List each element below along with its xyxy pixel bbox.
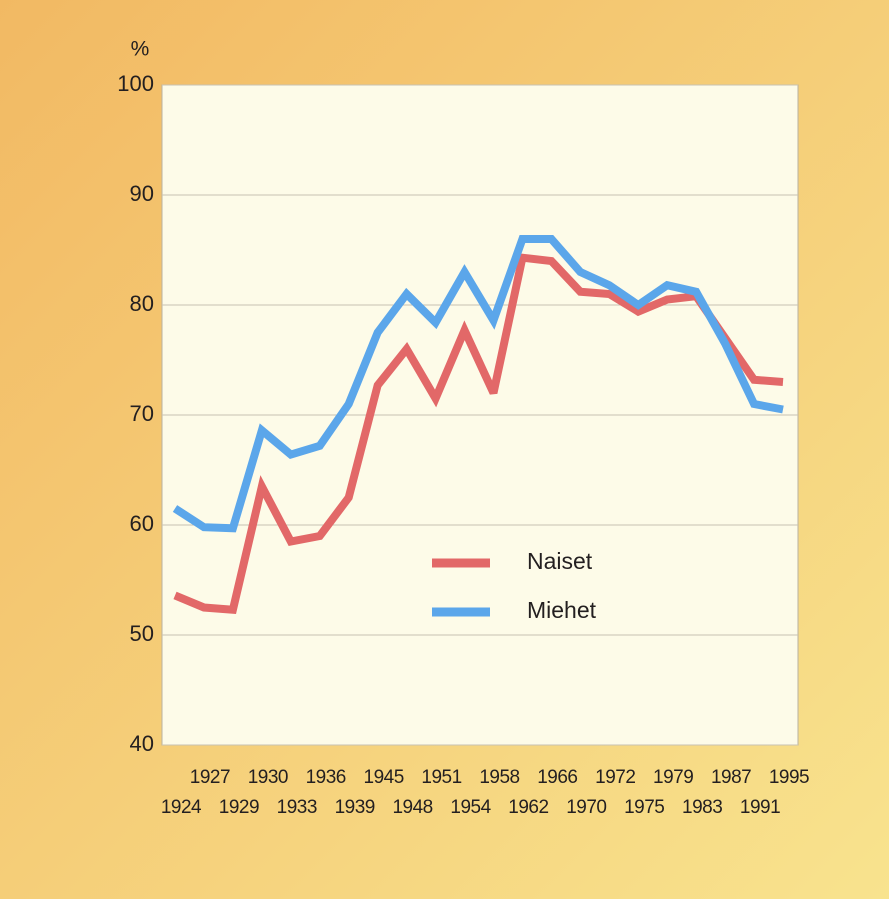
- x-tick-label: 1983: [682, 797, 722, 818]
- data-line: [172, 235, 784, 533]
- x-tick-label: 1962: [508, 797, 548, 818]
- x-tick-label: 1991: [740, 797, 780, 818]
- x-tick-label: 1933: [277, 797, 317, 818]
- y-axis-label: %: [131, 38, 150, 61]
- x-tick-label: 1987: [711, 767, 751, 788]
- legend-label: Naiset: [527, 548, 593, 574]
- data-line: [173, 253, 784, 614]
- y-tick-label: 100: [117, 71, 154, 96]
- x-tick-label: 1970: [566, 797, 606, 818]
- x-tick-label: 1995: [769, 767, 809, 788]
- legend-label: Miehet: [527, 597, 597, 623]
- y-tick-label: 70: [130, 401, 154, 426]
- x-tick-label: 1936: [306, 767, 346, 788]
- y-tick-label: 80: [130, 291, 154, 316]
- x-tick-label: 1939: [335, 797, 375, 818]
- x-tick-label: 1979: [653, 767, 693, 788]
- x-tick-label: 1954: [450, 797, 491, 818]
- x-tick-label: 1929: [219, 797, 259, 818]
- x-tick-label: 1951: [421, 767, 461, 788]
- x-tick-label: 1966: [537, 767, 577, 788]
- x-tick-label: 1930: [248, 767, 288, 788]
- y-tick-label: 50: [130, 621, 154, 646]
- x-tick-label: 1945: [364, 767, 404, 788]
- y-tick-label: 90: [130, 181, 154, 206]
- x-tick-label: 1975: [624, 797, 664, 818]
- y-tick-label: 60: [130, 511, 154, 536]
- x-tick-label: 1958: [479, 767, 519, 788]
- x-tick-label: 1972: [595, 767, 635, 788]
- x-tick-label: 1924: [161, 797, 202, 818]
- y-tick-label: 40: [130, 731, 154, 756]
- x-tick-label: 1948: [392, 797, 432, 818]
- x-tick-label: 1927: [190, 767, 230, 788]
